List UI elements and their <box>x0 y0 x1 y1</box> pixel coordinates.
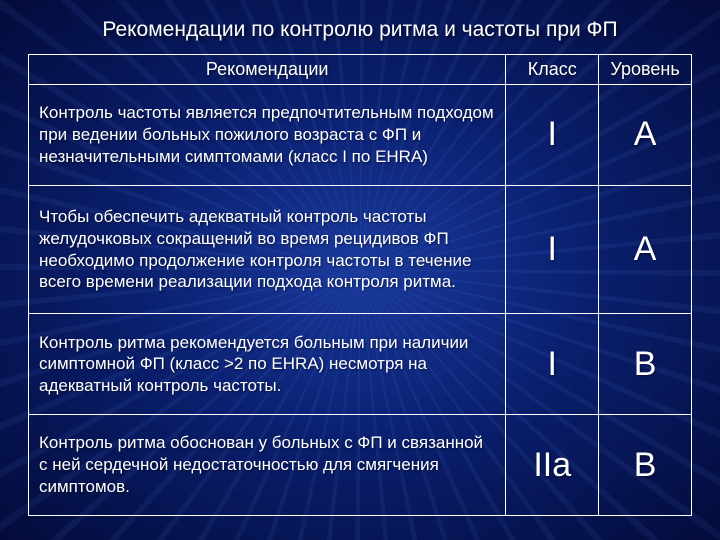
recommendations-table: Рекомендации Класс Уровень Контроль част… <box>28 54 692 516</box>
cell-class: I <box>506 314 599 415</box>
col-level: Уровень <box>599 55 692 85</box>
table-row: Чтобы обеспечить адекватный контроль час… <box>29 185 692 314</box>
cell-level: B <box>599 415 692 516</box>
cell-level: A <box>599 85 692 186</box>
cell-class: I <box>506 85 599 186</box>
cell-level: A <box>599 185 692 314</box>
cell-recommendation: Контроль частоты является предпочтительн… <box>29 85 506 186</box>
table-row: Контроль ритма обоснован у больных с ФП … <box>29 415 692 516</box>
col-class: Класс <box>506 55 599 85</box>
cell-class: I <box>506 185 599 314</box>
cell-recommendation: Чтобы обеспечить адекватный контроль час… <box>29 185 506 314</box>
cell-recommendation: Контроль ритма обоснован у больных с ФП … <box>29 415 506 516</box>
cell-class: IIa <box>506 415 599 516</box>
cell-level: B <box>599 314 692 415</box>
table-header-row: Рекомендации Класс Уровень <box>29 55 692 85</box>
table-row: Контроль ритма рекомендуется больным при… <box>29 314 692 415</box>
slide: Рекомендации по контролю ритма и частоты… <box>0 0 720 540</box>
cell-recommendation: Контроль ритма рекомендуется больным при… <box>29 314 506 415</box>
col-recommendations: Рекомендации <box>29 55 506 85</box>
table-row: Контроль частоты является предпочтительн… <box>29 85 692 186</box>
slide-title: Рекомендации по контролю ритма и частоты… <box>28 18 692 42</box>
